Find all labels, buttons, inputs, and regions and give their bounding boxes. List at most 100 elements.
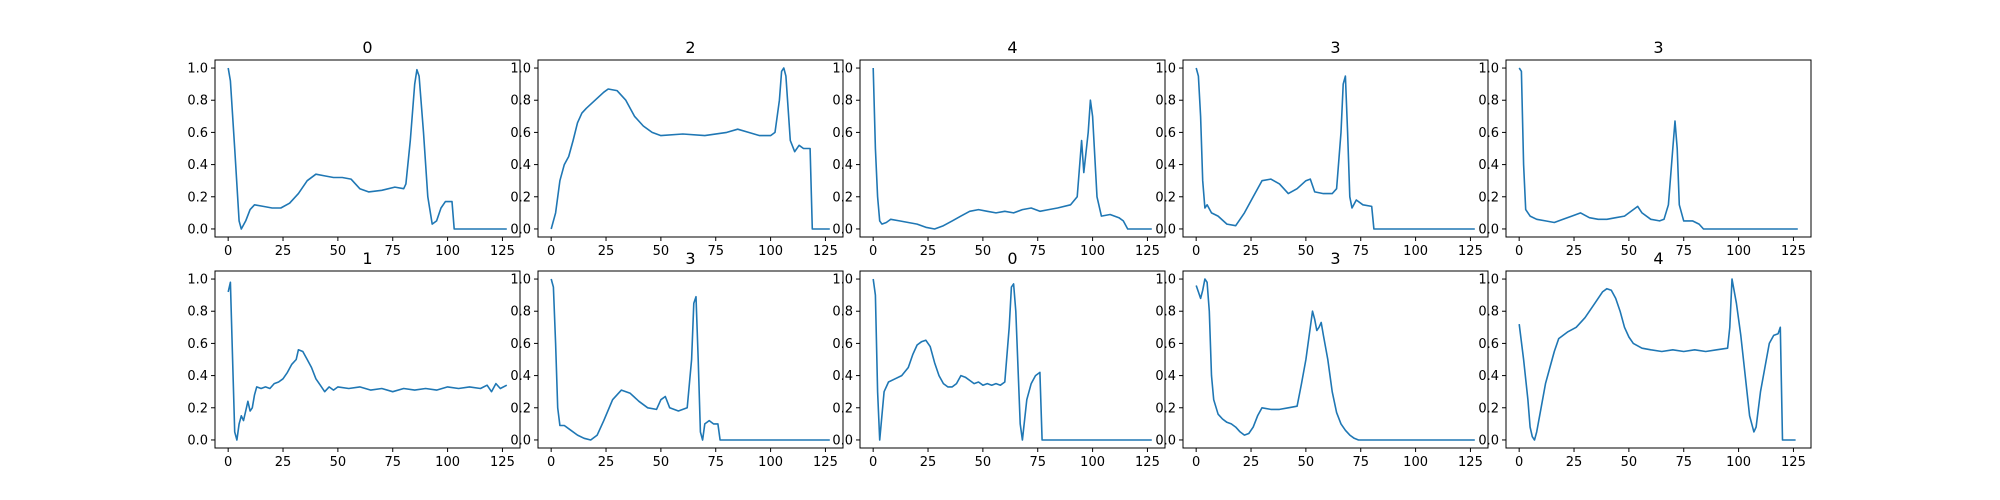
x-tick-label: 75 — [1029, 244, 1046, 259]
y-tick-label: 1.0 — [1478, 273, 1499, 288]
x-tick-label: 100 — [758, 455, 783, 470]
x-tick-label: 25 — [598, 455, 615, 470]
x-tick-label: 25 — [920, 244, 937, 259]
x-tick-label: 50 — [330, 455, 347, 470]
subplot-7: 0 0 25 50 75 100 125 0.0 0.2 0.4 0.6 0.8 1.0 — [832, 249, 1166, 470]
y-tick-label: 1.0 — [187, 273, 208, 288]
x-tick-label: 75 — [384, 244, 401, 259]
y-tick-label: 0.4 — [510, 158, 531, 173]
y-tick-label: 0.2 — [187, 190, 208, 205]
x-tick-label: 25 — [1566, 244, 1583, 259]
x-tick-label: 125 — [1781, 455, 1806, 470]
x-tick-label: 125 — [1458, 455, 1483, 470]
series-line-0 — [1195, 278, 1475, 441]
subplot-title: 1 — [362, 249, 372, 268]
x-tick-label: 125 — [813, 455, 838, 470]
x-tick-label: 125 — [1135, 455, 1160, 470]
y-tick-label: 0.0 — [1155, 222, 1176, 237]
axes-frame — [214, 270, 521, 449]
series-line-0 — [227, 281, 508, 441]
x-tick-label: 75 — [1029, 455, 1046, 470]
series-line-0 — [227, 67, 507, 230]
x-tick-label: 100 — [1726, 455, 1751, 470]
subplot-title: 3 — [1330, 249, 1340, 268]
y-tick-label: 0.2 — [510, 190, 531, 205]
y-tick-label: 0.8 — [1478, 94, 1499, 109]
subplot-5: 1 0 25 50 75 100 125 0.0 0.2 0.4 0.6 0.8 1.0 — [187, 249, 521, 470]
y-tick-label: 0.6 — [1155, 126, 1176, 141]
axes-frame — [859, 59, 1166, 238]
x-tick-label: 75 — [707, 244, 724, 259]
x-tick-label: 100 — [1403, 244, 1428, 259]
axes-frame — [1505, 59, 1812, 238]
y-tick-label: 0.4 — [187, 369, 208, 384]
y-tick-label: 0.2 — [510, 401, 531, 416]
x-tick-label: 125 — [1781, 244, 1806, 259]
subplot-title: 3 — [1653, 38, 1663, 57]
subplot-6: 3 0 25 50 75 100 125 0.0 0.2 0.4 0.6 0.8 1.0 — [510, 249, 844, 470]
series-line-0 — [1518, 67, 1798, 230]
y-tick-label: 0.2 — [832, 190, 853, 205]
y-tick-label: 0.4 — [510, 369, 531, 384]
y-tick-label: 0.2 — [1155, 401, 1176, 416]
y-tick-label: 1.0 — [187, 62, 208, 77]
y-tick-label: 0.6 — [1478, 337, 1499, 352]
y-tick-label: 0.2 — [1478, 401, 1499, 416]
y-tick-label: 0.0 — [1478, 433, 1499, 448]
y-tick-label: 0.8 — [187, 305, 208, 320]
y-tick-label: 0.8 — [1155, 305, 1176, 320]
y-tick-label: 0.0 — [1478, 222, 1499, 237]
x-tick-label: 0 — [224, 244, 232, 259]
x-tick-label: 50 — [1621, 244, 1638, 259]
subplot-3: 3 0 25 50 75 100 125 0.0 0.2 0.4 0.6 0.8 1.0 — [1155, 38, 1489, 259]
x-tick-label: 50 — [975, 244, 992, 259]
y-tick-label: 1.0 — [510, 62, 531, 77]
series-line-0 — [872, 67, 1152, 230]
subplot-title: 0 — [362, 38, 372, 57]
x-tick-label: 50 — [975, 455, 992, 470]
y-tick-label: 0.4 — [1478, 158, 1499, 173]
x-tick-label: 75 — [1352, 244, 1369, 259]
y-tick-label: 0.0 — [1155, 433, 1176, 448]
x-tick-label: 0 — [869, 455, 877, 470]
subplot-title: 4 — [1007, 38, 1017, 57]
x-tick-label: 0 — [224, 455, 232, 470]
x-tick-label: 125 — [490, 455, 515, 470]
y-tick-label: 0.0 — [187, 222, 208, 237]
subplot-title: 3 — [685, 249, 695, 268]
subplot-8: 3 0 25 50 75 100 125 0.0 0.2 0.4 0.6 0.8 1.0 — [1155, 249, 1489, 470]
series-line-0 — [550, 67, 830, 230]
y-tick-label: 1.0 — [1155, 273, 1176, 288]
x-tick-label: 50 — [1298, 244, 1315, 259]
y-tick-label: 0.0 — [510, 222, 531, 237]
y-tick-label: 0.8 — [1478, 305, 1499, 320]
x-tick-label: 0 — [547, 455, 555, 470]
x-tick-label: 25 — [275, 244, 292, 259]
subplot-title: 2 — [685, 38, 695, 57]
x-tick-label: 50 — [330, 244, 347, 259]
subplot-9: 4 0 25 50 75 100 125 0.0 0.2 0.4 0.6 0.8 1.0 — [1478, 249, 1812, 470]
x-tick-label: 50 — [1298, 455, 1315, 470]
y-tick-label: 0.2 — [832, 401, 853, 416]
y-tick-label: 0.4 — [187, 158, 208, 173]
y-tick-label: 0.4 — [1155, 369, 1176, 384]
x-tick-label: 75 — [707, 455, 724, 470]
x-tick-label: 100 — [435, 244, 460, 259]
x-tick-label: 50 — [653, 455, 670, 470]
y-tick-label: 0.6 — [1155, 337, 1176, 352]
y-tick-label: 0.6 — [510, 126, 531, 141]
y-tick-label: 0.6 — [832, 337, 853, 352]
y-tick-label: 0.8 — [510, 305, 531, 320]
x-tick-label: 100 — [1080, 244, 1105, 259]
y-tick-label: 1.0 — [1478, 62, 1499, 77]
y-tick-label: 0.0 — [832, 433, 853, 448]
x-tick-label: 100 — [758, 244, 783, 259]
x-tick-label: 100 — [1080, 455, 1105, 470]
x-tick-label: 50 — [653, 244, 670, 259]
x-tick-label: 125 — [1135, 244, 1160, 259]
axes-frame — [859, 270, 1166, 449]
series-line-0 — [550, 278, 830, 441]
